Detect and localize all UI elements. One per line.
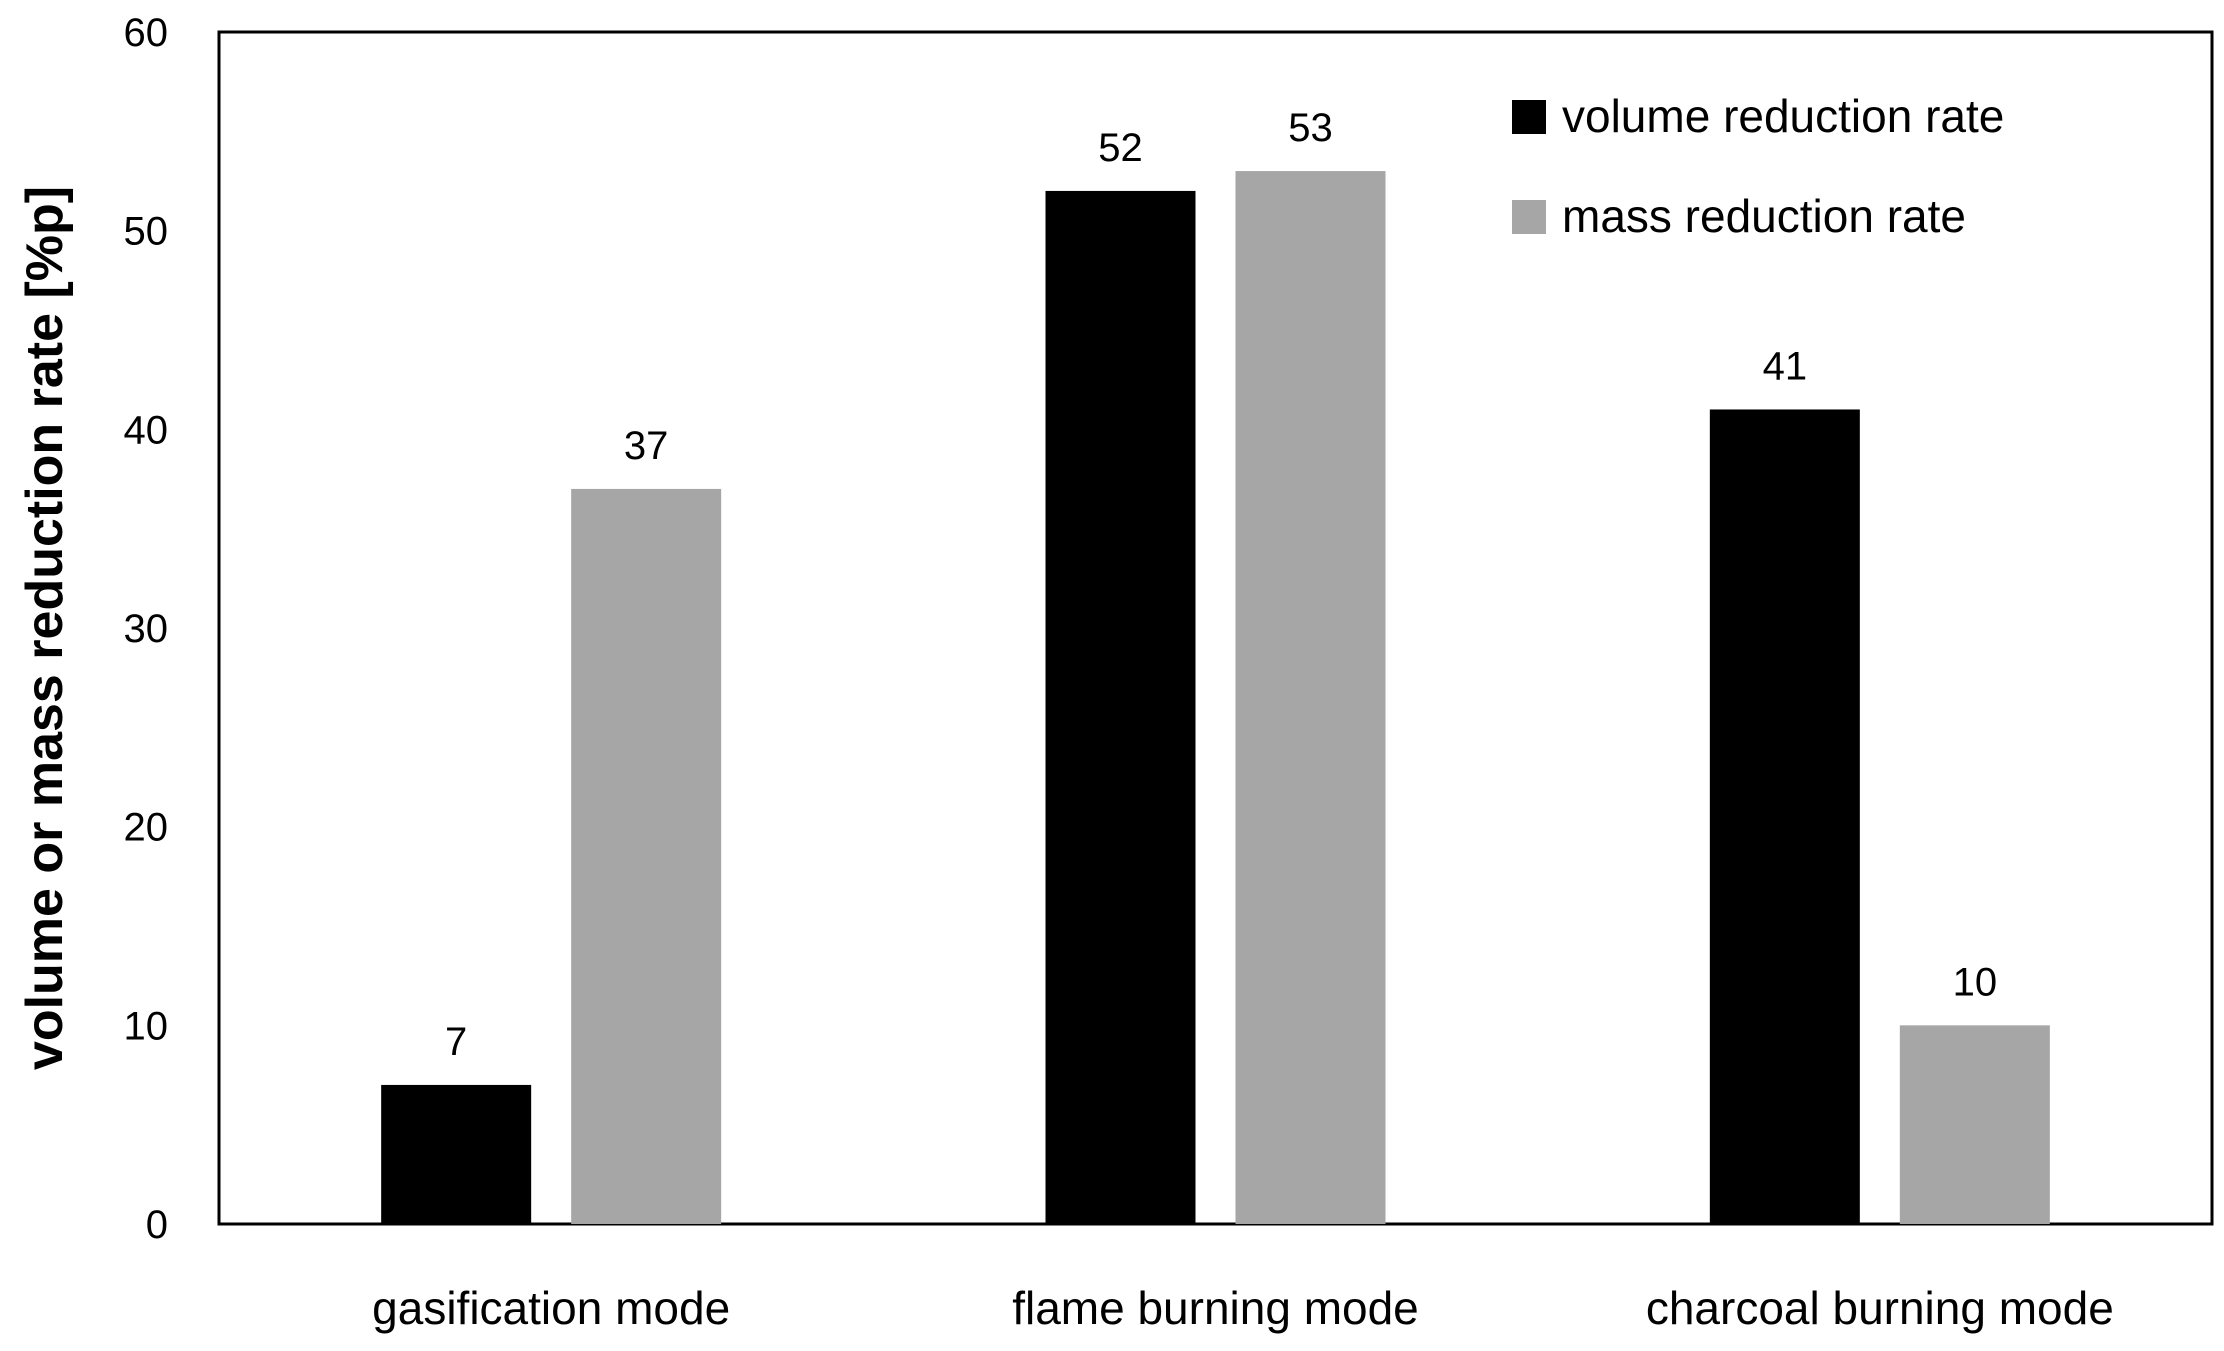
bar-mass-0 — [571, 488, 722, 1224]
y-axis-ticks: 0 10 20 30 40 50 60 — [124, 11, 169, 1247]
y-axis-title: volume or mass reduction rate [%p] — [16, 186, 74, 1070]
legend-swatch — [1512, 200, 1546, 234]
legend-label: mass reduction rate — [1562, 190, 1966, 242]
bar-data-label: 37 — [624, 424, 669, 468]
bar-volume-0 — [381, 1084, 532, 1224]
bar-data-label: 41 — [1763, 344, 1808, 388]
bar-mass-1 — [1235, 171, 1386, 1225]
y-tick-label: 60 — [124, 11, 169, 55]
y-tick-label: 10 — [124, 1004, 169, 1048]
y-tick-label: 50 — [124, 210, 169, 254]
y-tick-label: 20 — [124, 806, 169, 850]
x-tick-label: gasification mode — [372, 1282, 730, 1334]
bar-data-label: 7 — [445, 1020, 467, 1064]
bar-volume-2 — [1709, 409, 1860, 1224]
y-tick-label: 40 — [124, 408, 169, 452]
bars-group — [219, 171, 2212, 1226]
data-labels-group: 7 37 52 53 41 10 — [445, 106, 1997, 1064]
legend-label: volume reduction rate — [1562, 90, 2004, 142]
y-tick-label: 30 — [124, 607, 169, 651]
bar-data-label: 52 — [1098, 126, 1143, 170]
bar-data-label: 10 — [1953, 960, 1998, 1004]
x-tick-label: flame burning mode — [1012, 1282, 1419, 1334]
bar-mass-2 — [1899, 1025, 2050, 1224]
bar-data-label: 53 — [1288, 106, 1333, 150]
y-tick-label: 0 — [146, 1203, 168, 1247]
legend: volume reduction rate mass reduction rate — [1512, 90, 2004, 242]
x-tick-label: charcoal burning mode — [1646, 1282, 2114, 1334]
legend-swatch — [1512, 100, 1546, 134]
bar-volume-1 — [1045, 190, 1196, 1224]
x-axis-tick-labels: gasification mode flame burning mode charc… — [372, 1282, 2114, 1334]
